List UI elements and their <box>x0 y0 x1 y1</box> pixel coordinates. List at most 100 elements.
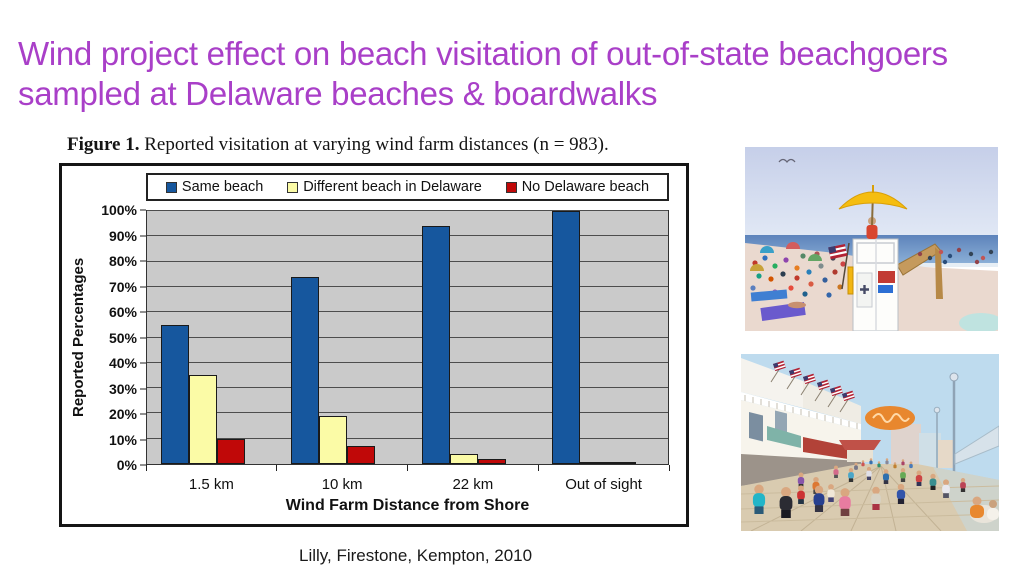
y-tick <box>140 464 146 466</box>
figure-caption-text: Reported visitation at varying wind farm… <box>139 134 609 155</box>
bar-same-beach-10-km <box>291 276 320 464</box>
bar-no-delaware-beach-10-km <box>347 446 376 464</box>
bar-different-beach-in-delaware-10-km <box>319 415 348 464</box>
y-tick-label: 10% <box>108 431 137 448</box>
legend-entry-same-beach: Same beach <box>165 179 264 195</box>
legend-label: No Delaware beach <box>521 179 650 195</box>
gridline <box>147 311 668 313</box>
x-axis-title: Wind Farm Distance from Shore <box>285 497 530 514</box>
x-tick-label: 10 km <box>321 476 363 493</box>
gridline <box>147 285 668 287</box>
legend-entry-no-delaware-beach: No Delaware beach <box>505 179 650 195</box>
bar-group-out-of-sight <box>538 211 668 464</box>
beach-crowd <box>750 242 846 298</box>
bar-no-delaware-beach-22-km <box>477 458 506 464</box>
gridline <box>147 235 668 237</box>
y-axis-title: Reported Percentages <box>70 257 87 418</box>
gridline <box>147 387 668 389</box>
dolles-sign-script <box>872 413 910 423</box>
x-tick <box>537 465 539 471</box>
balcony-railing <box>744 395 858 430</box>
legend-swatch-different-beach-in-delaware <box>287 181 299 193</box>
y-tick-label: 30% <box>108 380 137 397</box>
y-tick <box>140 337 146 338</box>
pavilion <box>839 440 881 462</box>
plot-area <box>146 210 669 465</box>
x-tick-label: Out of sight <box>565 476 642 493</box>
beach-umbrella-icon <box>838 185 908 226</box>
x-axis: 1.5 km 10 km 22 km Out of sight <box>145 465 670 499</box>
bench-sitters <box>970 496 999 523</box>
lifeguard-ramp-leg <box>935 247 943 299</box>
y-tick <box>140 388 146 389</box>
boardwalk-photo <box>740 354 1000 532</box>
bar-group-22-km <box>408 211 538 464</box>
citation: Lilly, Firestone, Kempton, 2010 <box>299 546 533 565</box>
y-axis: 0% 10% 20% 30% 40% 50% 60% 70% 80% 90% 100% <box>88 202 146 473</box>
x-tick <box>276 465 278 471</box>
sunbather <box>788 301 806 309</box>
bar-no-delaware-beach-1-5-km <box>217 438 245 464</box>
distant-building-2 <box>919 433 941 467</box>
bar-different-beach-in-delaware-22-km <box>449 453 478 464</box>
y-tick-label: 70% <box>108 278 137 295</box>
gridline <box>147 437 668 439</box>
bar-same-beach-22-km <box>421 226 450 464</box>
first-aid-cross-icon <box>860 285 869 294</box>
x-tick-label: 1.5 km <box>188 476 234 493</box>
people-in-water <box>917 247 994 265</box>
awning-red <box>803 437 861 461</box>
y-tick <box>140 413 146 415</box>
y-tick <box>140 260 146 262</box>
chart-legend: Same beach Different beach in Delaware No … <box>146 173 669 201</box>
x-tick-label: 22 km <box>452 476 494 493</box>
legend-swatch-same-beach <box>165 181 177 193</box>
gridline <box>147 210 668 211</box>
x-tick <box>407 465 408 471</box>
figure-caption: Figure 1. Reported visitation at varying… <box>67 134 687 156</box>
seagull-icon <box>778 158 796 164</box>
left-building <box>741 358 861 486</box>
x-tick <box>145 465 147 471</box>
legend-label: Different beach in Delaware <box>303 179 482 195</box>
lamp-post-1 <box>949 372 959 474</box>
y-tick <box>140 209 146 211</box>
gridline <box>147 361 668 363</box>
y-tick <box>140 439 146 440</box>
slide-title: Wind project effect on beach visitation … <box>18 35 948 112</box>
distant-building-1 <box>891 424 921 466</box>
boardwalk-crowd <box>752 458 966 518</box>
lifeguard-stand <box>847 238 899 332</box>
bar-no-delaware-beach-out-of-sight <box>607 462 636 464</box>
y-tick-label: 0% <box>116 457 137 473</box>
stand-towel <box>878 285 893 293</box>
legend-label: Same beach <box>181 179 264 195</box>
y-tick <box>140 235 146 236</box>
beach-towel-blue <box>750 289 788 302</box>
lamp-post-2 <box>933 406 941 468</box>
dolles-sign <box>865 406 915 430</box>
y-tick-label: 60% <box>108 304 137 320</box>
figure-caption-label: Figure 1. <box>67 134 140 155</box>
y-tick-label: 40% <box>108 355 137 371</box>
storefront-shadow <box>741 454 861 486</box>
figure-chart: Same beach Different beach in Delaware No … <box>59 163 689 527</box>
awning-teal <box>767 426 801 448</box>
y-tick-label: 20% <box>108 406 137 422</box>
y-tick-label: 80% <box>108 253 137 269</box>
gridline <box>147 412 668 414</box>
y-tick-label: 100% <box>101 202 137 218</box>
bar-group-1-5-km <box>147 211 277 464</box>
x-tick <box>668 465 670 471</box>
beach-photo <box>745 147 1003 333</box>
y-tick <box>140 362 146 364</box>
gear-box <box>878 271 895 283</box>
y-tick-label: 50% <box>108 329 137 346</box>
american-flag-icon <box>828 242 850 290</box>
boardwalk-flags <box>770 360 855 413</box>
y-tick-label: 90% <box>108 227 137 244</box>
bar-different-beach-in-delaware-1-5-km <box>189 375 217 464</box>
y-tick <box>140 311 146 313</box>
gridline <box>147 336 668 338</box>
